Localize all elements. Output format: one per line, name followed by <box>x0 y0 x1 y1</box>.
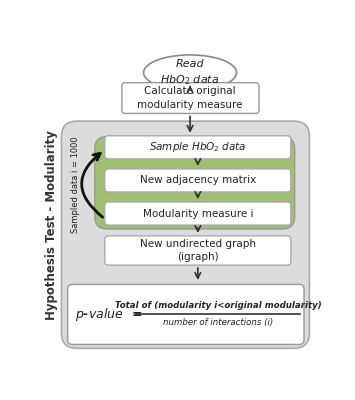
Text: Read
$HbO_2$ data: Read $HbO_2$ data <box>160 59 220 86</box>
Text: Total of (modularity i<original modularity): Total of (modularity i<original modulari… <box>115 302 321 310</box>
Text: Modularity measure i: Modularity measure i <box>143 208 253 218</box>
FancyBboxPatch shape <box>105 136 291 159</box>
Text: $p$-$value$  =: $p$-$value$ = <box>75 306 142 323</box>
FancyBboxPatch shape <box>105 202 291 225</box>
Ellipse shape <box>143 55 236 90</box>
FancyBboxPatch shape <box>105 236 291 265</box>
FancyBboxPatch shape <box>122 83 259 114</box>
Text: New undirected graph
(igraph): New undirected graph (igraph) <box>140 239 256 262</box>
Text: New adjacency matrix: New adjacency matrix <box>140 176 256 186</box>
Text: Sampled data i = 1000: Sampled data i = 1000 <box>71 136 80 233</box>
FancyArrowPatch shape <box>82 153 103 217</box>
FancyBboxPatch shape <box>67 284 304 344</box>
Text: Sample $HbO_2$ data: Sample $HbO_2$ data <box>149 140 247 154</box>
Text: Calculate original
modularity measure: Calculate original modularity measure <box>137 86 243 110</box>
Text: Hypothesis Test - Modularity: Hypothesis Test - Modularity <box>45 130 58 320</box>
FancyBboxPatch shape <box>95 136 295 229</box>
Text: number of interactions (i): number of interactions (i) <box>163 318 273 327</box>
FancyBboxPatch shape <box>105 169 291 192</box>
FancyBboxPatch shape <box>61 121 310 348</box>
